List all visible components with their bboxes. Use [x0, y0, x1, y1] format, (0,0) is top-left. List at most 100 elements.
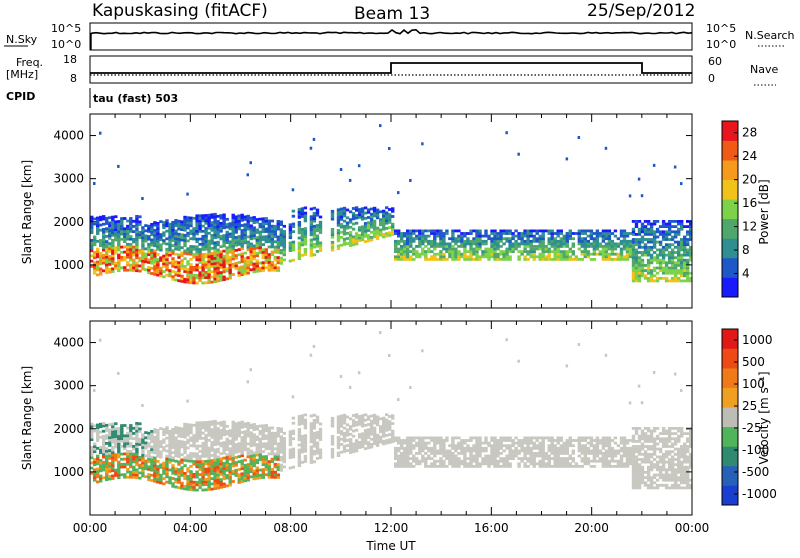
power-cell [554, 250, 557, 253]
velocity-cell [316, 444, 319, 447]
velocity-cell [530, 460, 533, 463]
velocity-cell [108, 465, 111, 468]
power-cell [210, 234, 213, 237]
power-cell [250, 250, 253, 253]
velocity-cell [265, 455, 268, 458]
velocity-cell [201, 424, 204, 427]
power-cell [219, 227, 222, 230]
power-cell [159, 233, 162, 236]
velocity-cell [105, 463, 108, 466]
velocity-cell [283, 445, 286, 448]
power-cell [451, 245, 454, 248]
velocity-cell [439, 444, 442, 447]
velocity-cell [623, 437, 626, 440]
velocity-cell [129, 476, 132, 479]
power-cell [195, 238, 198, 241]
velocity-cell [93, 425, 96, 428]
power-cell [241, 273, 244, 276]
velocity-cell [141, 449, 144, 452]
power-cell [548, 237, 551, 240]
power-cell [418, 235, 421, 238]
velocity-cell [256, 461, 259, 464]
velocity-cell [632, 440, 635, 443]
power-cell [659, 233, 662, 236]
power-cell [177, 243, 180, 246]
power-cell [219, 256, 222, 259]
velocity-cell [578, 437, 581, 440]
velocity-cell [310, 425, 313, 428]
power-cell [442, 245, 445, 248]
velocity-cell [656, 456, 659, 459]
velocity-cell [219, 424, 222, 427]
velocity-cell [466, 444, 469, 447]
power-cell [623, 255, 626, 258]
power-cell [111, 221, 114, 224]
velocity-cell [247, 466, 250, 469]
velocity-cell [244, 438, 247, 441]
power-cell [647, 241, 650, 244]
power-cell [665, 264, 668, 267]
velocity-cell [517, 457, 520, 460]
power-cell [644, 230, 647, 233]
velocity-cell [232, 470, 235, 473]
velocity-cell [536, 447, 539, 450]
power-cell [126, 256, 129, 259]
velocity-cell [204, 439, 207, 442]
velocity-cell [162, 438, 165, 441]
velocity-cell [277, 448, 280, 451]
velocity-cell [406, 437, 409, 440]
power-cell [403, 232, 406, 235]
power-cell [680, 272, 683, 275]
power-cell [265, 220, 268, 223]
velocity-cell [493, 442, 496, 445]
power-cell [105, 248, 108, 251]
velocity-cell [424, 457, 427, 460]
power-cell [117, 223, 120, 226]
power-cell [108, 263, 111, 266]
velocity-cell [469, 437, 472, 440]
velocity-cell [253, 477, 256, 480]
power-cell [605, 230, 608, 233]
power-cell [210, 255, 213, 258]
power-cell [659, 277, 662, 280]
power-cell [683, 246, 686, 249]
velocity-cell [620, 450, 623, 453]
velocity-cell [388, 423, 391, 426]
power-cell [517, 243, 520, 246]
power-cell [216, 225, 219, 228]
power-cell [337, 224, 340, 227]
velocity-cell [301, 451, 304, 454]
power-cell [403, 245, 406, 248]
power-cell [409, 243, 412, 246]
power-cell [102, 256, 105, 259]
power-cell [247, 269, 250, 272]
power-cell [662, 272, 665, 275]
power-cell [198, 261, 201, 264]
power-cell [156, 261, 159, 264]
velocity-cell [177, 481, 180, 484]
power-cell [421, 230, 424, 233]
power-cell [159, 220, 162, 223]
velocity-cell [385, 434, 388, 437]
date-title: 25/Sep/2012 [587, 1, 695, 21]
power-cell [671, 269, 674, 272]
power-cell [201, 217, 204, 220]
power-cell [216, 228, 219, 231]
velocity-cell [99, 436, 102, 439]
velocity-cell [241, 444, 244, 447]
power-cell [316, 229, 319, 232]
velocity-cell [235, 425, 238, 428]
velocity-cell [250, 452, 253, 455]
velocity-cell [156, 439, 159, 442]
power-cell [668, 261, 671, 264]
velocity-cell [572, 460, 575, 463]
power-cell [226, 262, 229, 265]
power-cell [656, 277, 659, 280]
velocity-cell [247, 427, 250, 430]
power-cell [406, 250, 409, 253]
velocity-cell [222, 449, 225, 452]
velocity-cell [557, 455, 560, 458]
velocity-cell [340, 430, 343, 433]
power-cell [442, 248, 445, 251]
velocity-cell [183, 428, 186, 431]
